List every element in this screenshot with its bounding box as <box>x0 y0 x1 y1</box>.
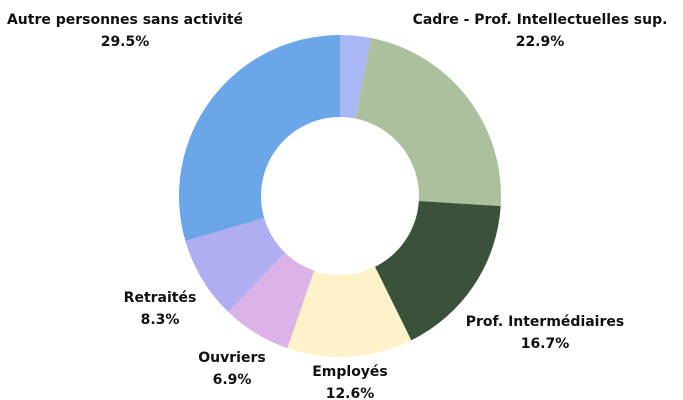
donut-segment <box>185 218 286 312</box>
segment-label: Cadre - Prof. Intellectuelles sup. <box>413 12 668 28</box>
segment-label: Autre personnes sans activité <box>7 12 243 28</box>
value-label: 12.6% <box>326 386 375 400</box>
donut-segment <box>374 200 501 341</box>
value-label: 29.5% <box>101 34 150 50</box>
value-label: 16.7% <box>521 336 570 352</box>
segment-label: Employés <box>312 364 388 380</box>
segment-label: Retraités <box>124 290 197 306</box>
donut-segment <box>178 35 340 241</box>
donut-segment <box>340 35 372 119</box>
donut-segment <box>355 38 501 207</box>
donut-segment <box>287 266 412 357</box>
donut-segment <box>228 252 315 349</box>
segment-label: Ouvriers <box>198 350 265 366</box>
value-label: 6.9% <box>213 372 252 388</box>
segment-label: Prof. Intermédiaires <box>466 314 624 330</box>
value-label: 8.3% <box>141 312 180 328</box>
value-label: 22.9% <box>516 34 565 50</box>
